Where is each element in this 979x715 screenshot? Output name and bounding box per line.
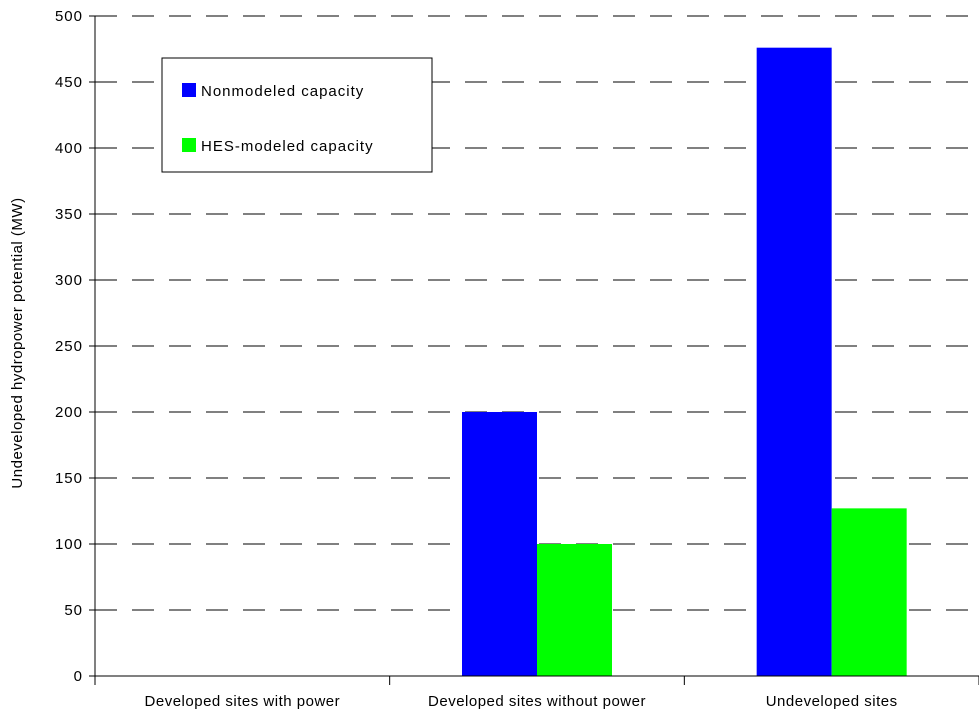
bar-nonmodeled (756, 47, 832, 677)
legend-box (161, 57, 433, 173)
y-tick-label: 150 (55, 470, 83, 487)
legend-label-nonmodeled: Nonmodeled capacity (201, 83, 364, 100)
y-tick-label: 300 (55, 272, 83, 289)
y-tick-label: 0 (74, 668, 83, 685)
bar-hes-modeled (537, 544, 612, 676)
legend-swatch-nonmodeled (182, 83, 196, 97)
x-category-label: Developed sites with power (145, 693, 341, 710)
legend: Nonmodeled capacity HES-modeled capacity (161, 57, 433, 173)
legend-swatch-hes-modeled (182, 138, 196, 152)
y-tick-label: 350 (55, 206, 83, 223)
legend-label-hes-modeled: HES-modeled capacity (201, 138, 374, 155)
y-tick-label: 400 (55, 140, 83, 157)
y-axis-ticks: 0 50 100 150 200 250 300 350 400 450 500 (55, 8, 95, 685)
y-tick-label: 200 (55, 404, 83, 421)
bar-hes-modeled (831, 508, 907, 676)
y-tick-label: 50 (64, 602, 83, 619)
y-tick-label: 250 (55, 338, 83, 355)
y-tick-label: 450 (55, 74, 83, 91)
y-axis-title: Undeveloped hydropower potential (MW) (9, 197, 26, 488)
x-category-label: Undeveloped sites (766, 693, 898, 710)
bar-nonmodeled (462, 412, 537, 676)
bars (462, 47, 907, 677)
y-tick-label: 500 (55, 8, 83, 25)
y-tick-label: 100 (55, 536, 83, 553)
x-axis-categories: Developed sites with power Developed site… (145, 693, 898, 710)
x-category-label: Developed sites without power (428, 693, 646, 710)
